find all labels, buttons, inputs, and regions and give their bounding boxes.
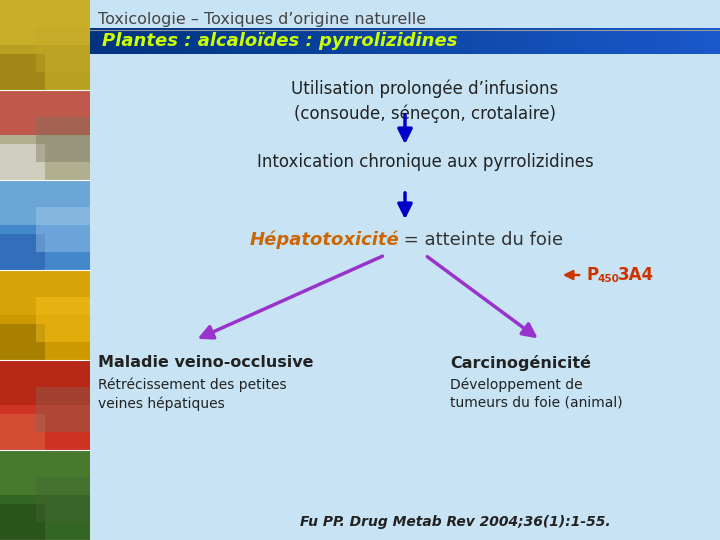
Bar <box>405 28 422 54</box>
Text: Toxicologie – Toxiques d’origine naturelle: Toxicologie – Toxiques d’origine naturel… <box>98 12 426 27</box>
Text: Développement de
tumeurs du foie (animal): Développement de tumeurs du foie (animal… <box>450 377 623 410</box>
Bar <box>184 28 202 54</box>
Bar <box>0 90 90 180</box>
Bar <box>390 28 406 54</box>
Bar <box>642 28 658 54</box>
Bar <box>0 450 90 540</box>
Bar <box>546 28 564 54</box>
Bar <box>294 28 312 54</box>
Bar <box>36 297 90 342</box>
Bar <box>626 28 642 54</box>
Bar <box>122 28 138 54</box>
Bar <box>279 28 296 54</box>
Bar <box>36 387 90 432</box>
Text: Utilisation prolongée d’infusions
(consoude, séneçon, crotalaire): Utilisation prolongée d’infusions (conso… <box>292 80 559 123</box>
Bar <box>0 360 90 450</box>
Text: Carcinogénicité: Carcinogénicité <box>450 355 591 371</box>
Bar <box>342 28 359 54</box>
Bar <box>452 28 469 54</box>
Bar <box>500 28 516 54</box>
Text: 3A4: 3A4 <box>618 266 654 284</box>
Bar <box>264 28 280 54</box>
Bar <box>232 28 248 54</box>
Bar <box>326 28 343 54</box>
Bar <box>672 28 690 54</box>
Bar <box>0 414 45 450</box>
Bar <box>310 28 328 54</box>
Bar <box>531 28 548 54</box>
Bar <box>374 28 390 54</box>
Bar <box>0 180 90 225</box>
Bar <box>0 504 45 540</box>
Bar <box>704 28 720 54</box>
Bar <box>0 270 90 315</box>
Bar <box>200 28 217 54</box>
Bar <box>248 28 264 54</box>
Bar <box>36 27 90 72</box>
Text: = atteinte du foie: = atteinte du foie <box>398 231 563 249</box>
Bar <box>578 28 595 54</box>
Bar <box>106 28 122 54</box>
Bar <box>168 28 186 54</box>
Bar <box>0 450 90 495</box>
Bar <box>0 234 45 270</box>
Bar <box>688 28 706 54</box>
Text: Fu PP. Drug Metab Rev 2004;36(1):1-55.: Fu PP. Drug Metab Rev 2004;36(1):1-55. <box>300 515 611 529</box>
Bar <box>0 180 90 270</box>
Bar <box>358 28 374 54</box>
Bar <box>0 90 90 135</box>
Bar <box>0 360 90 405</box>
Bar <box>516 28 532 54</box>
Text: P: P <box>586 266 598 284</box>
Bar <box>36 207 90 252</box>
Bar <box>138 28 154 54</box>
Text: Hépatotoxicité: Hépatotoxicité <box>250 231 400 249</box>
Bar <box>0 144 45 180</box>
Bar <box>657 28 674 54</box>
Bar <box>0 324 45 360</box>
Bar <box>468 28 485 54</box>
Bar <box>90 28 107 54</box>
Bar <box>0 0 90 90</box>
Bar <box>0 54 45 90</box>
Bar <box>216 28 233 54</box>
Text: Rétrécissement des petites
veines hépatiques: Rétrécissement des petites veines hépati… <box>98 377 287 410</box>
Bar <box>436 28 454 54</box>
Bar <box>610 28 626 54</box>
Bar <box>420 28 438 54</box>
Bar <box>36 117 90 162</box>
Text: Intoxication chronique aux pyrrolizidines: Intoxication chronique aux pyrrolizidine… <box>256 153 593 171</box>
Bar <box>594 28 611 54</box>
Bar <box>36 477 90 522</box>
Bar <box>484 28 500 54</box>
Bar <box>0 0 90 45</box>
Text: Maladie veino-occlusive: Maladie veino-occlusive <box>98 355 313 370</box>
Bar <box>0 270 90 360</box>
Text: 450: 450 <box>597 274 619 284</box>
Bar <box>153 28 170 54</box>
Text: Plantes : alcaloïdes : pyrrolizidines: Plantes : alcaloïdes : pyrrolizidines <box>102 32 457 50</box>
Bar <box>562 28 580 54</box>
